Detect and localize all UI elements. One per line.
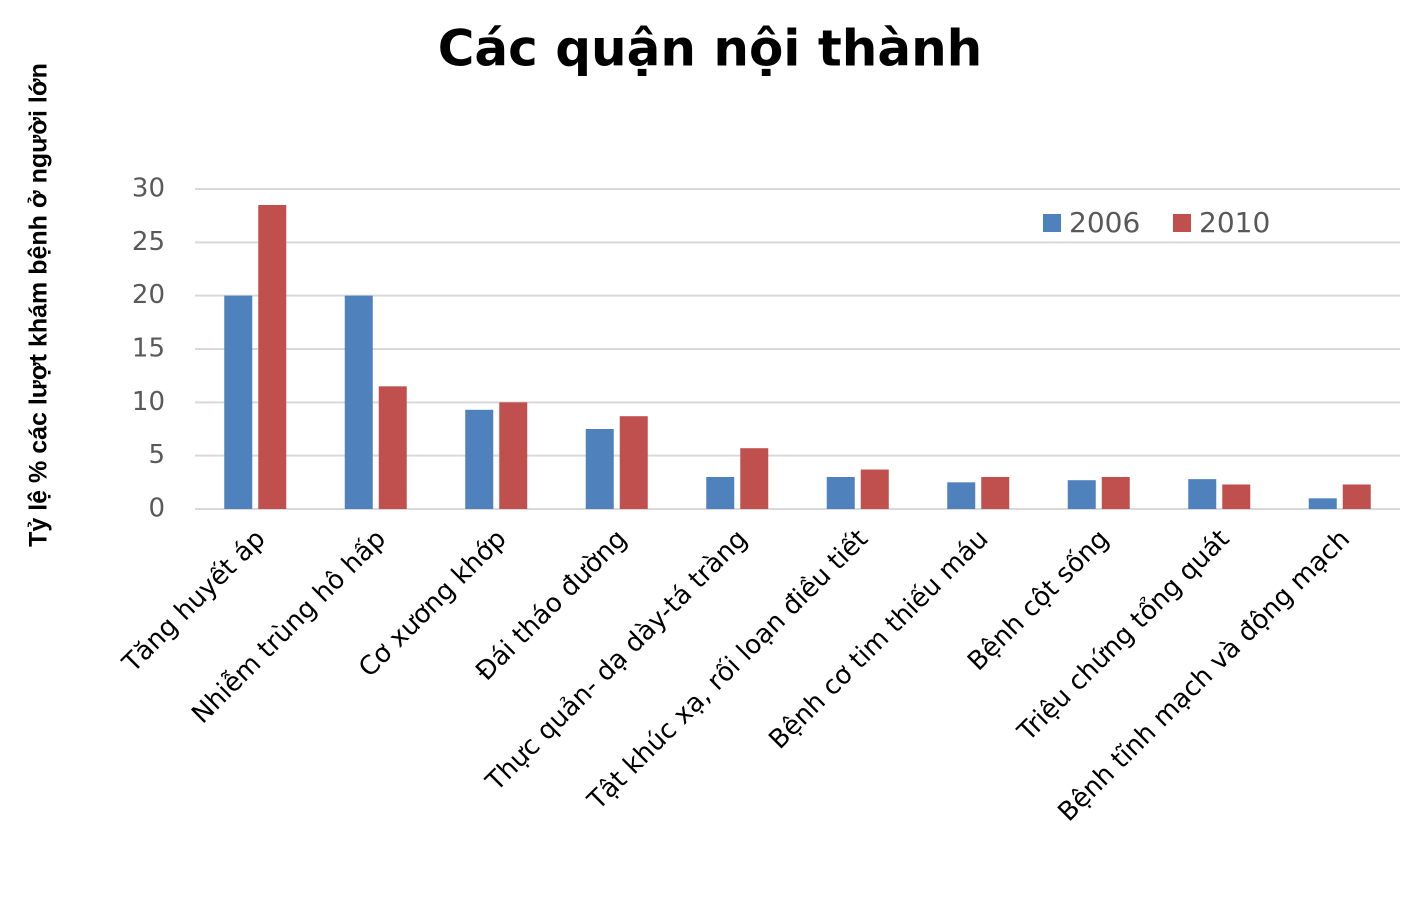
bar [860, 469, 889, 509]
bar [224, 295, 253, 509]
bar [947, 482, 976, 509]
y-tick-label: 5 [148, 440, 165, 470]
bar [585, 429, 614, 509]
bar [499, 402, 528, 509]
bar [981, 477, 1010, 509]
y-tick-label: 30 [132, 174, 165, 204]
bar [1188, 479, 1217, 509]
bar [1342, 484, 1371, 509]
bar [619, 416, 648, 509]
bar [344, 295, 373, 509]
bar [258, 205, 287, 509]
y-tick-label: 0 [148, 494, 165, 524]
bar [1101, 477, 1130, 509]
x-tick-label: Bệnh cơ tim thiếu máu [763, 524, 994, 755]
x-tick-label: Nhiễm trùng hô hấp [186, 523, 392, 729]
y-tick-label: 20 [132, 280, 165, 310]
bar [465, 409, 494, 509]
y-tick-label: 10 [132, 387, 165, 417]
bar [1222, 484, 1251, 509]
x-tick-label: Thực quản- dạ dày-tá tràng [480, 524, 754, 798]
legend-swatch [1043, 214, 1061, 232]
legend-label: 2010 [1199, 206, 1270, 239]
legend-label: 2006 [1069, 206, 1140, 239]
y-tick-label: 15 [132, 334, 165, 364]
bar [826, 477, 855, 509]
x-tick-label: Triệu chứng tổng quát [1011, 523, 1236, 748]
legend-swatch [1173, 214, 1191, 232]
bar [706, 477, 735, 509]
y-axis-title: Tỷ lệ % các lượt khám bệnh ở người lớn [25, 63, 53, 547]
bar [1308, 498, 1337, 509]
chart-title: Các quận nội thành [438, 20, 983, 78]
y-tick-label: 25 [132, 227, 165, 257]
bar [1067, 480, 1096, 509]
bar [378, 386, 407, 509]
bar [740, 448, 769, 509]
